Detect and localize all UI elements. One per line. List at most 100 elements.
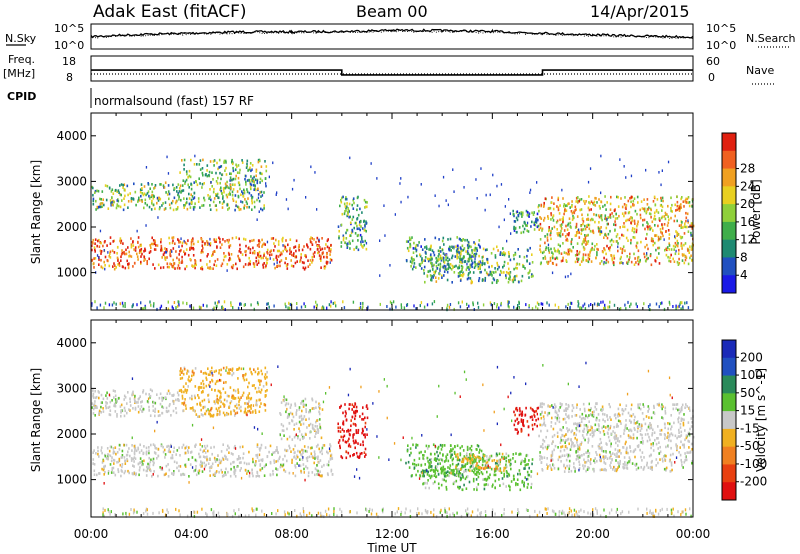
echo-cell	[221, 243, 223, 246]
ground-scatter-cell	[525, 303, 527, 307]
echo-cell	[345, 209, 347, 212]
echo-cell	[275, 238, 277, 242]
echo-cell	[326, 261, 329, 264]
echo-cell	[481, 279, 484, 282]
echo-cell	[366, 416, 369, 420]
echo-cell	[232, 372, 235, 375]
echo-cell	[114, 390, 116, 393]
echo-cell	[567, 248, 570, 252]
echo-cell	[443, 444, 446, 447]
echo-cell	[211, 452, 213, 456]
echo-cell	[222, 258, 225, 262]
echo-cell	[248, 256, 250, 260]
echo-cell	[166, 262, 169, 265]
echo-cell	[467, 265, 470, 269]
echo-cell	[480, 471, 483, 474]
echo-cell	[349, 215, 351, 219]
echo-cell	[111, 468, 113, 471]
echo-cell	[160, 444, 163, 448]
ground-scatter-cell	[685, 512, 687, 516]
echo-cell	[104, 240, 106, 243]
echo-cell	[123, 406, 126, 410]
ground-scatter-cell	[370, 512, 373, 516]
echo-cell	[211, 388, 213, 391]
echo-cell	[270, 253, 273, 256]
ground-scatter-cell	[319, 511, 322, 515]
echo-cell	[178, 239, 180, 243]
echo-cell	[557, 243, 560, 246]
echo-cell	[544, 235, 546, 238]
echo-cell	[632, 199, 635, 203]
echo-cell	[201, 240, 204, 244]
echo-cell	[637, 262, 640, 266]
echo-cell	[109, 454, 112, 458]
echo-cell	[229, 176, 232, 179]
ground-scatter-cell	[608, 305, 611, 309]
echo-cell	[445, 268, 448, 271]
noise-cell	[690, 233, 692, 237]
echo-cell	[269, 253, 271, 257]
echo-cell	[199, 259, 202, 262]
echo-cell	[181, 371, 183, 374]
echo-cell	[189, 407, 192, 410]
echo-cell	[552, 252, 554, 256]
echo-cell	[279, 264, 281, 268]
echo-cell	[231, 394, 234, 398]
echo-cell	[662, 199, 664, 203]
echo-cell	[539, 222, 542, 226]
echo-cell	[503, 472, 505, 476]
echo-cell	[267, 252, 269, 255]
echo-cell	[683, 205, 685, 208]
echo-cell	[138, 451, 141, 454]
echo-cell	[647, 208, 649, 211]
ground-scatter-cell	[609, 300, 611, 304]
echo-cell	[142, 452, 145, 455]
echo-cell	[658, 217, 661, 220]
echo-cell	[346, 214, 348, 218]
echo-cell	[297, 246, 300, 249]
echo-cell	[211, 171, 213, 174]
echo-cell	[144, 247, 146, 251]
echo-cell	[470, 245, 472, 249]
echo-cell	[201, 244, 204, 247]
echo-cell	[647, 222, 649, 226]
echo-cell	[549, 259, 552, 262]
echo-cell	[213, 240, 216, 243]
echo-cell	[254, 411, 257, 414]
ground-scatter-cell	[114, 513, 116, 516]
echo-cell	[359, 228, 361, 232]
echo-cell	[98, 455, 100, 458]
noise-cell	[157, 216, 159, 219]
echo-cell	[250, 183, 253, 187]
echo-cell	[139, 457, 142, 460]
echo-cell	[594, 204, 597, 207]
echo-cell	[145, 474, 148, 477]
echo-cell	[117, 199, 120, 203]
echo-cell	[167, 190, 170, 193]
echo-cell	[226, 239, 228, 242]
echo-cell	[290, 250, 292, 254]
echo-cell	[148, 456, 150, 460]
echo-cell	[198, 163, 201, 166]
echo-cell	[101, 401, 103, 404]
echo-cell	[677, 252, 680, 255]
echo-cell	[277, 264, 279, 268]
echo-cell	[210, 267, 212, 270]
echo-cell	[256, 474, 259, 477]
echo-cell	[237, 164, 240, 167]
echo-cell	[430, 278, 432, 282]
echo-cell	[657, 224, 659, 228]
echo-cell	[365, 453, 367, 456]
echo-cell	[258, 245, 260, 248]
echo-cell	[169, 445, 171, 448]
ground-scatter-cell	[567, 302, 569, 306]
echo-cell	[353, 410, 355, 414]
ground-scatter-cell	[459, 305, 462, 309]
echo-cell	[428, 444, 430, 448]
echo-cell	[133, 451, 136, 454]
echo-cell	[594, 196, 596, 200]
echo-cell	[97, 189, 100, 193]
echo-cell	[311, 243, 314, 246]
echo-cell	[676, 204, 679, 208]
echo-cell	[330, 243, 332, 247]
